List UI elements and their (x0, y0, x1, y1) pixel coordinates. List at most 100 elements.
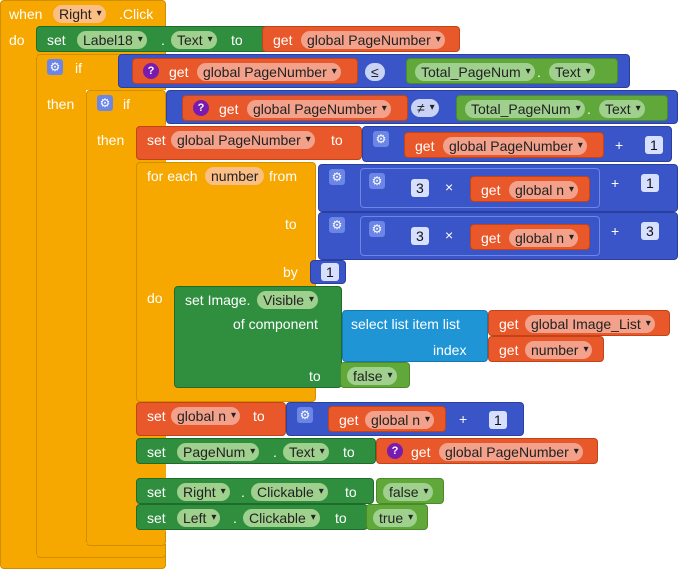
false-dropdown[interactable]: false (347, 367, 397, 385)
do-label: do (147, 290, 163, 306)
number-1[interactable]: 1 (641, 174, 659, 192)
set-label18-text-block[interactable]: set Label18 . Text to (36, 26, 272, 52)
dot-label: . (233, 510, 237, 526)
select-list-item-block[interactable]: select list item list index (342, 310, 488, 362)
left-component-dropdown[interactable]: Left (177, 509, 221, 527)
number-1[interactable]: 1 (321, 263, 339, 281)
number-1[interactable]: 1 (489, 411, 507, 429)
help-icon[interactable]: ? (387, 443, 403, 459)
set-right-clickable-block[interactable]: set Right . Clickable to (136, 478, 374, 504)
plus-label: + (611, 175, 620, 191)
number-3[interactable]: 3 (411, 227, 429, 245)
gear-icon[interactable]: ⚙ (297, 407, 313, 423)
number-3[interactable]: 3 (411, 179, 429, 197)
false-block[interactable]: false (340, 362, 410, 388)
set-pagenumber-block[interactable]: set global PageNumber to (136, 126, 362, 160)
clickable-property-dropdown[interactable]: Clickable (251, 483, 328, 501)
get-pagenumber-block[interactable]: ? get global PageNumber (376, 438, 598, 464)
n-var-dropdown[interactable]: global n (509, 229, 579, 247)
le-operator-dropdown[interactable]: ≤ (365, 63, 385, 81)
false-dropdown[interactable]: false (383, 483, 433, 501)
image-list-var-dropdown[interactable]: global Image_List (525, 315, 655, 333)
true-dropdown[interactable]: true (373, 509, 418, 527)
gear-icon[interactable]: ⚙ (329, 169, 345, 185)
to-label: to (231, 32, 243, 48)
help-icon[interactable]: ? (143, 63, 159, 79)
pagenumber-var-dropdown[interactable]: global PageNumber (197, 63, 341, 81)
outer-cond-get-block[interactable]: ? get global PageNumber (132, 58, 358, 84)
pagenumber-var-dropdown[interactable]: global PageNumber (443, 137, 587, 155)
gear-icon[interactable]: ⚙ (97, 95, 113, 111)
text-property-dropdown[interactable]: Text (283, 443, 329, 461)
clickable-property-dropdown[interactable]: Clickable (243, 509, 320, 527)
gear-icon[interactable]: ⚙ (329, 217, 345, 233)
select-list-item-label: select list item list (351, 316, 460, 332)
total-pagenum-dropdown[interactable]: Total_PageNum (415, 63, 535, 81)
text-property-dropdown[interactable]: Text (549, 63, 595, 81)
get-n-block[interactable]: get global n (328, 406, 446, 432)
get-image-list-block[interactable]: get global Image_List (488, 310, 670, 336)
to-label: to (253, 408, 265, 424)
text-property-dropdown[interactable]: Text (171, 31, 217, 49)
plus-label: + (615, 137, 624, 153)
set-left-clickable-block[interactable]: set Left . Clickable to (136, 504, 368, 530)
event-component-dropdown[interactable]: Right (53, 5, 106, 23)
get-label: get (481, 182, 501, 198)
get-pagenumber-block[interactable]: get global PageNumber (404, 132, 604, 158)
pagenumber-var-dropdown[interactable]: global PageNumber (171, 131, 315, 149)
pagenumber-var-dropdown[interactable]: global PageNumber (439, 443, 583, 461)
label18-component-dropdown[interactable]: Label18 (77, 31, 147, 49)
dot-label: . (273, 444, 277, 460)
get-n-block[interactable]: get global n (470, 176, 590, 202)
number-var-dropdown[interactable]: number (525, 341, 593, 359)
get-number-block[interactable]: get number (488, 336, 604, 362)
get-n-block[interactable]: get global n (470, 224, 590, 250)
false-block[interactable]: false (376, 478, 444, 504)
times-label: × (445, 179, 454, 195)
gear-icon[interactable]: ⚙ (369, 221, 385, 237)
dot-label: . (587, 101, 591, 117)
pagenumber-var-dropdown[interactable]: global PageNumber (247, 100, 391, 118)
to-label: to (343, 444, 355, 460)
by-number-block[interactable]: 1 (310, 260, 346, 284)
number-3[interactable]: 3 (641, 222, 659, 240)
get-label: get (219, 101, 239, 117)
set-label: set (147, 510, 166, 526)
get-pagenumber-block[interactable]: get global PageNumber (262, 26, 460, 52)
get-label: get (481, 230, 501, 246)
from-label: from (269, 168, 297, 184)
pagenum-component-dropdown[interactable]: PageNum (177, 443, 260, 461)
total-pagenum-dropdown[interactable]: Total_PageNum (465, 100, 585, 118)
neq-operator-dropdown[interactable]: ≠ (411, 99, 439, 117)
number-1[interactable]: 1 (645, 136, 663, 154)
get-label: get (499, 342, 519, 358)
help-icon[interactable]: ? (193, 100, 209, 116)
by-label: by (283, 264, 298, 280)
dot-label: . (537, 64, 541, 80)
right-component-dropdown[interactable]: Right (177, 483, 230, 501)
dot-label: . (241, 484, 245, 500)
pagenumber-var-dropdown[interactable]: global PageNumber (301, 31, 445, 49)
n-var-dropdown[interactable]: global n (509, 181, 579, 199)
for-each-label: for each (147, 168, 198, 184)
n-var-dropdown[interactable]: global n (171, 407, 241, 425)
gear-icon[interactable]: ⚙ (47, 59, 63, 75)
inner-total-pagenum-text-block[interactable]: Total_PageNum . Text (456, 95, 668, 121)
visible-property-dropdown[interactable]: Visible (257, 291, 318, 309)
set-label: set (147, 484, 166, 500)
loop-variable-field[interactable]: number (205, 167, 265, 185)
index-label: index (433, 342, 467, 358)
gear-icon[interactable]: ⚙ (369, 173, 385, 189)
true-block[interactable]: true (366, 504, 428, 530)
then-label: then (97, 132, 125, 148)
n-var-dropdown[interactable]: global n (365, 411, 435, 429)
text-property-dropdown[interactable]: Text (599, 100, 645, 118)
gear-icon[interactable]: ⚙ (373, 131, 389, 147)
set-n-block[interactable]: set global n to (136, 402, 286, 436)
get-label: get (499, 316, 519, 332)
total-pagenum-text-block[interactable]: Total_PageNum . Text (406, 58, 618, 84)
set-image-visible-block[interactable]: set Image. Visible of component to (174, 286, 342, 388)
inner-cond-get-block[interactable]: ? get global PageNumber (182, 95, 408, 121)
set-pagenum-text-block[interactable]: set PageNum . Text to (136, 438, 376, 464)
get-label: get (273, 32, 293, 48)
